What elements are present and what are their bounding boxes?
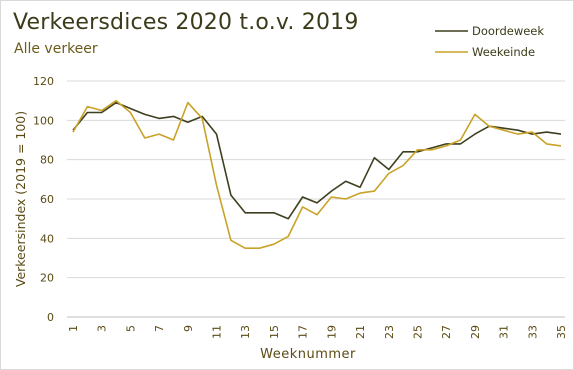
series-line-doordeweek — [72, 101, 562, 220]
y-tick-label: 60 — [40, 193, 54, 206]
y-tick-label: 40 — [40, 232, 54, 245]
y-tick-label: 100 — [33, 114, 54, 127]
y-tick-label: 20 — [40, 272, 54, 285]
x-tick-label: 13 — [239, 325, 252, 339]
y-tick-labels: 0 20 40 60 80 100 120 — [33, 75, 54, 324]
chart-title: Verkeersdices 2020 t.o.v. 2019 — [13, 10, 359, 35]
x-tick-label: 23 — [383, 325, 396, 339]
x-tick-labels: 1 3 5 7 9 11 13 15 17 19 21 23 25 27 29 31 33 35 — [67, 325, 568, 339]
x-tick-label: 5 — [124, 325, 137, 332]
y-tick-label: 120 — [33, 75, 54, 88]
y-tick-label: 80 — [40, 154, 54, 167]
series-lines — [72, 99, 562, 249]
legend-label-weekeinde: Weekeinde — [472, 45, 535, 59]
x-tick-label: 7 — [153, 325, 166, 332]
grid-lines — [67, 80, 565, 318]
y-axis-label: Verkeersindex (2019 = 100) — [13, 111, 28, 287]
legend-label-doordeweek: Doordeweek — [472, 24, 544, 38]
x-tick-label: 9 — [182, 325, 195, 332]
x-tick-label: 29 — [469, 325, 482, 339]
series-line-weekeinde — [72, 99, 562, 249]
x-tick-label: 21 — [354, 325, 367, 339]
x-tick-label: 19 — [325, 325, 338, 339]
x-tick-label: 1 — [67, 325, 80, 332]
x-tick-label: 3 — [96, 325, 109, 332]
y-tick-label: 0 — [47, 311, 54, 324]
x-tick-label: 27 — [440, 325, 453, 339]
x-tick-label: 25 — [411, 325, 424, 339]
x-tick-label: 33 — [526, 325, 539, 339]
x-tick-label: 35 — [555, 325, 568, 339]
x-tick-label: 15 — [268, 325, 281, 339]
x-tick-label: 11 — [211, 325, 224, 339]
chart-subtitle: Alle verkeer — [14, 41, 98, 57]
x-axis-label: Weeknummer — [260, 347, 356, 362]
x-tick-label: 17 — [297, 325, 310, 339]
legend: Doordeweek Weekeinde — [435, 24, 544, 59]
x-tick-label: 31 — [498, 325, 511, 339]
